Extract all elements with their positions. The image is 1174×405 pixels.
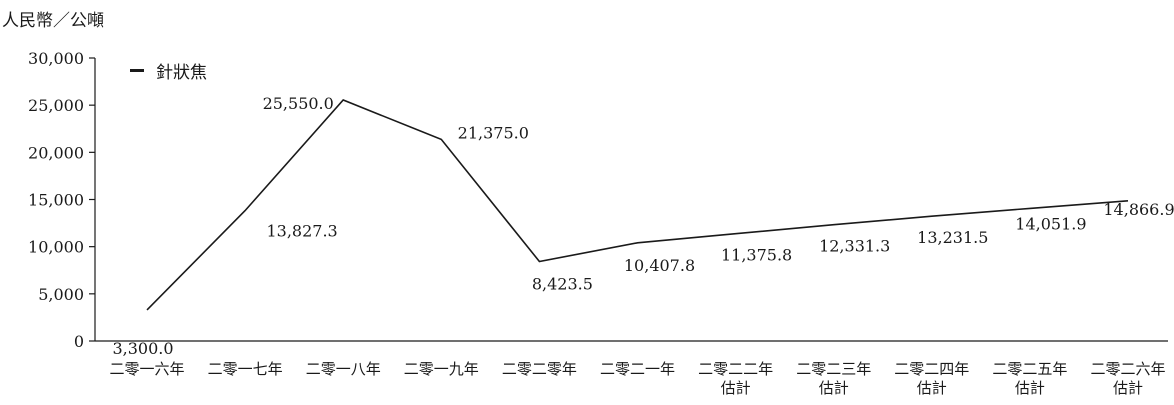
y-tick-label: 5,000 xyxy=(38,285,84,304)
legend: 針狀焦 xyxy=(130,58,207,83)
x-tick-label: 估計 xyxy=(917,379,947,397)
x-tick-label: 二零二六年 xyxy=(1090,360,1165,378)
y-tick-label: 25,000 xyxy=(28,96,84,115)
x-tick-label: 二零一七年 xyxy=(208,360,283,378)
x-tick-label: 二零二一年 xyxy=(600,360,675,378)
x-tick-label: 二零二二年 xyxy=(698,360,773,378)
data-label: 25,550.0 xyxy=(263,94,334,113)
y-tick-label: 10,000 xyxy=(28,238,84,257)
data-label: 11,375.8 xyxy=(721,246,792,265)
data-label: 12,331.3 xyxy=(819,237,890,256)
x-tick-label: 二零二四年 xyxy=(894,360,969,378)
data-label: 14,051.9 xyxy=(1015,214,1086,233)
x-tick-label: 二零二零年 xyxy=(502,360,577,378)
legend-line-swatch xyxy=(130,69,144,72)
data-label: 13,231.5 xyxy=(917,228,988,247)
y-axis-unit-label: 人民幣／公噸 xyxy=(2,11,104,31)
x-tick-label: 二零二五年 xyxy=(992,360,1067,378)
x-tick-label: 估計 xyxy=(819,379,849,397)
x-tick-label: 二零一八年 xyxy=(306,360,381,378)
x-tick-label: 二零二三年 xyxy=(796,360,871,378)
y-tick-label: 30,000 xyxy=(28,49,84,68)
y-tick-label: 20,000 xyxy=(28,143,84,162)
data-label: 13,827.3 xyxy=(266,222,337,241)
data-label: 10,407.8 xyxy=(624,256,695,275)
data-label: 14,866.9 xyxy=(1103,200,1174,219)
data-label: 8,423.5 xyxy=(532,275,593,294)
series-line-needle-coke xyxy=(146,99,1129,311)
x-tick-label: 估計 xyxy=(1015,379,1045,397)
x-tick-label: 估計 xyxy=(721,379,751,397)
data-label: 3,300.0 xyxy=(112,339,173,358)
data-label: 21,375.0 xyxy=(458,123,529,142)
y-tick-label: 0 xyxy=(74,332,84,351)
legend-label: 針狀焦 xyxy=(156,63,207,83)
x-tick-label: 估計 xyxy=(1113,379,1143,397)
x-tick-label: 二零一六年 xyxy=(109,360,184,378)
y-tick-label: 15,000 xyxy=(28,191,84,210)
x-tick-label: 二零一九年 xyxy=(404,360,479,378)
